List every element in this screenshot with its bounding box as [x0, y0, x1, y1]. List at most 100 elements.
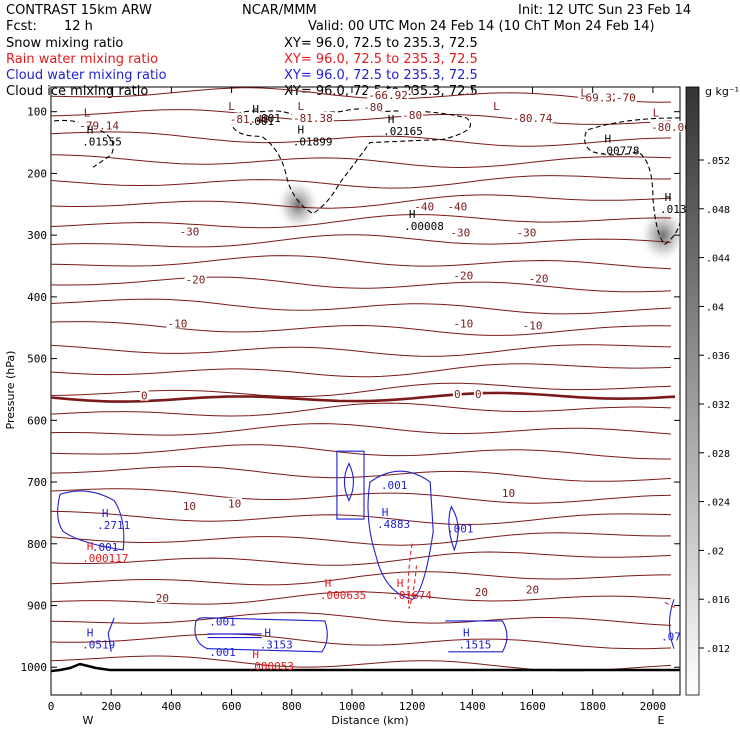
isotherm-label: -30	[450, 227, 470, 240]
isotherm-label: 0	[475, 388, 482, 401]
cloud-water-contour	[194, 617, 328, 653]
isotherm-label: -20	[529, 272, 549, 285]
colorbar-unit: g kg⁻¹	[705, 85, 739, 98]
cloud-ice-contour	[584, 117, 680, 246]
contour-label-bg	[452, 269, 475, 281]
extremum-value: .1515	[458, 638, 491, 651]
extremum-mark: L	[297, 100, 304, 113]
cloud-water-contour	[336, 450, 365, 520]
organization: NCAR/MMM	[242, 3, 317, 18]
contour-label-bg	[228, 113, 271, 125]
contour-label-bg	[292, 111, 334, 123]
isotherm-label: 10	[502, 487, 515, 500]
cloud-water-label: .07	[661, 630, 681, 643]
extremum-mark: H	[388, 113, 395, 126]
isotherm	[51, 234, 672, 248]
colorbar-tick-label: .048	[706, 205, 730, 216]
isotherm	[51, 154, 672, 169]
contour-label-bg	[226, 497, 243, 509]
isotherm	[51, 109, 672, 125]
colorbar-tick-label: .016	[706, 595, 730, 606]
isotherm	[51, 131, 672, 147]
field-xy: XY= 96.0, 72.5 to 235.3, 72.5	[284, 52, 478, 67]
extremum-mark: L	[580, 86, 587, 99]
cloud-water-label: .001	[209, 616, 236, 629]
isotherm	[51, 591, 672, 605]
extremum-value: .3153	[260, 638, 293, 651]
isotherm	[51, 363, 672, 378]
y-tick-label: 300	[27, 229, 47, 242]
isotherm-label: -66.92	[368, 89, 408, 102]
x-tick-label: 1800	[579, 700, 606, 713]
isotherm-label: -69.32	[579, 91, 619, 104]
extremum-mark: H	[409, 208, 416, 221]
extremum-value: .0519	[82, 638, 115, 651]
cloud-water-contour	[668, 599, 675, 649]
extremum-value: .000053	[248, 660, 294, 673]
isotherm	[51, 655, 672, 672]
field-xy: XY= 96.0, 72.5 to 235.3, 72.5	[284, 36, 478, 51]
isotherm-label: 20	[526, 583, 539, 596]
extremum-value: .000635	[320, 589, 366, 602]
contour-label-bg	[650, 121, 692, 133]
contour-label-bg	[401, 108, 424, 120]
cloud-water-label: .001	[209, 646, 236, 659]
isotherm-label: -81.49	[230, 113, 270, 126]
cloud-water-label: .001	[447, 522, 474, 535]
valid-time: Valid: 00 UTC Mon 24 Feb 14 (10 ChT Mon …	[308, 19, 655, 34]
contour-label-bg	[78, 119, 120, 131]
zero-isotherm	[51, 391, 676, 403]
extremum-mark: H	[87, 626, 94, 639]
isotherm	[51, 633, 672, 650]
isotherm	[51, 194, 672, 209]
extremum-value: .01555	[82, 135, 122, 148]
isotherm-label: -80.74	[513, 112, 553, 125]
contour-label-bg	[473, 585, 489, 597]
isotherm-label: -70	[616, 91, 636, 104]
isotherm-label: 0	[454, 388, 461, 401]
field-name: Cloud water mixing ratio	[6, 68, 167, 83]
isotherm-label: -30	[180, 225, 200, 238]
contour-label-bg	[367, 89, 409, 101]
isotherm	[51, 175, 672, 189]
contour-label-bg	[446, 200, 469, 212]
extremum-value: .000117	[82, 552, 128, 565]
extremum-mark: L	[228, 100, 235, 113]
isotherm	[51, 298, 672, 315]
extremum-value: .4883	[377, 518, 410, 531]
extremum-mark: L	[493, 100, 500, 113]
colorbar	[685, 86, 700, 696]
y-axis-label: Pressure (hPa)	[4, 351, 17, 430]
isotherm	[51, 402, 672, 417]
x-tick-label: 1400	[459, 700, 486, 713]
colorbar-tick-label: .028	[706, 449, 730, 460]
colorbar-tick-label: .024	[706, 498, 730, 509]
extremum-mark: H	[102, 507, 109, 520]
rain-water-contour	[664, 601, 678, 610]
terrain-line	[51, 662, 680, 673]
cloud-water-contour	[367, 470, 434, 600]
y-tick-label: 1000	[21, 661, 48, 674]
extremum-value: .01899	[293, 135, 333, 148]
model-title: CONTRAST 15km ARW	[6, 3, 152, 18]
extremum-value: .00778	[600, 145, 640, 158]
isotherm-label: -10	[453, 317, 473, 330]
isotherm-label: -20	[453, 269, 473, 282]
extremum-mark: H	[397, 577, 404, 590]
extremum-mark: H	[463, 626, 470, 639]
extremum-mark: H	[252, 103, 259, 116]
isotherm-label: -10	[167, 317, 187, 330]
contour-label-bg	[452, 317, 475, 329]
isotherm	[51, 532, 672, 546]
isotherm-label: -81.38	[293, 112, 333, 125]
contour-label-bg	[166, 317, 189, 329]
extremum-value: .001	[248, 115, 274, 128]
isotherm	[51, 444, 671, 460]
y-tick-label: 500	[27, 353, 47, 366]
extremum-value: .00008	[404, 220, 444, 233]
y-tick-label: 800	[27, 538, 47, 551]
isotherm	[51, 571, 671, 586]
isotherm	[51, 321, 672, 336]
contour-label-bg	[500, 487, 517, 499]
